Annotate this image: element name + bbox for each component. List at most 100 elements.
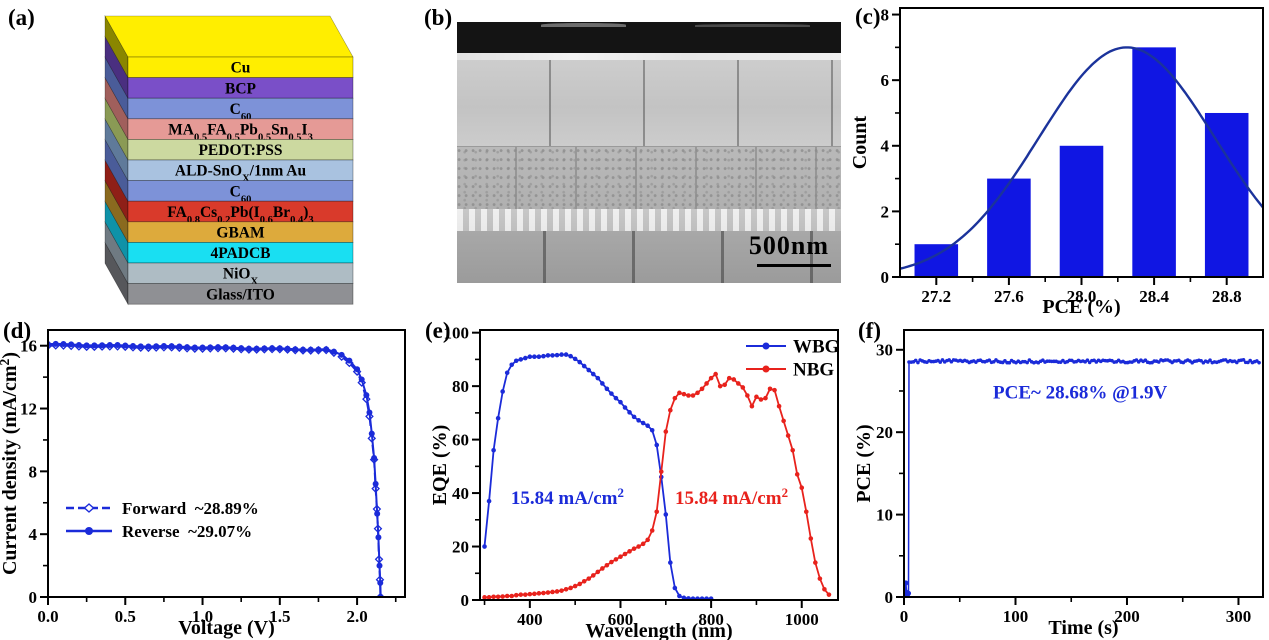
reverse-marker: [292, 346, 299, 353]
eqe-nbg-marker: [776, 403, 782, 409]
eqe-wbg-line: [483, 353, 712, 600]
eqe-wbg-marker: [572, 356, 578, 362]
eqe-nbg-marker: [640, 541, 646, 547]
panel-c-histogram: 27.2 27.6 28.0 28.4 28.8 0 2 4 6 8 PCE (%) Count: [849, 6, 1264, 318]
eqe-nbg-marker: [681, 391, 687, 397]
y-tick-label: 6: [881, 71, 890, 90]
eqe-nbg-marker: [500, 594, 505, 599]
legend-entry-label: WBG: [793, 337, 840, 358]
reverse-marker: [168, 343, 175, 350]
eqe-nbg-marker: [699, 386, 705, 392]
y-tick-label: 4: [881, 137, 890, 156]
eqe-wbg-marker: [586, 367, 592, 373]
eqe-wbg-marker: [595, 375, 601, 381]
eqe-nbg-marker: [758, 397, 764, 402]
eqe-wbg-marker: [677, 593, 682, 599]
x-tick-label: 0: [900, 607, 909, 626]
x-tick-label: 28.4: [1139, 287, 1169, 306]
pce-trace-marker: [1241, 358, 1246, 362]
histogram-bar: [1132, 47, 1176, 278]
eqe-nbg-marker: [767, 386, 773, 392]
reverse-marker: [184, 344, 191, 351]
eqe-wbg-marker: [486, 498, 492, 504]
eqe-nbg-marker: [704, 381, 709, 386]
eqe-wbg-marker: [495, 415, 501, 421]
reverse-marker: [366, 409, 373, 416]
plot-frame: [47, 329, 406, 598]
sem-top-perovskite-layer: [457, 60, 841, 150]
eqe-wbg-marker: [541, 353, 546, 359]
x-tick-label: 300: [1226, 607, 1252, 626]
y-axis-title: Current density (mA/cm2): [0, 352, 21, 575]
reverse-marker: [130, 343, 136, 350]
sem-surface-bump2: [695, 24, 811, 27]
eqe-nbg-marker: [772, 387, 777, 393]
integrated-current-annotation: 15.84 mA/cm2: [675, 484, 788, 509]
histogram-bar: [1059, 145, 1104, 277]
integrated-current-annotation: 15.84 mA/cm2: [511, 484, 624, 509]
eqe-nbg-marker: [504, 593, 510, 599]
pce-trace-marker: [938, 360, 943, 364]
eqe-nbg-marker: [636, 544, 641, 549]
reverse-marker: [114, 342, 121, 349]
series-reverse-line: [47, 342, 382, 598]
eqe-wbg-marker: [504, 370, 510, 376]
eqe-nbg-marker: [523, 592, 528, 597]
plot-series: [47, 340, 385, 598]
reverse-marker: [315, 346, 322, 353]
y-tick-label: 100: [444, 324, 470, 343]
x-tick-label: 0.0: [37, 607, 58, 626]
eqe-nbg-marker: [491, 594, 496, 600]
pce-trace-marker: [916, 360, 920, 365]
pce-trace-marker: [905, 590, 912, 596]
eqe-nbg-marker: [604, 562, 610, 568]
stack-layer-label: PEDOT:PSS: [198, 142, 282, 159]
eqe-nbg-marker: [808, 536, 814, 541]
x-tick-label: 1.0: [192, 607, 213, 626]
x-axis-title: Voltage (V): [178, 617, 274, 639]
x-tick-label: 400: [517, 610, 543, 629]
eqe-wbg-marker: [523, 355, 528, 361]
eqe-wbg-marker: [600, 381, 605, 386]
eqe-nbg-marker: [577, 581, 582, 587]
eqe-nbg-marker: [745, 393, 750, 398]
reverse-marker: [363, 392, 370, 399]
eqe-wbg-marker: [518, 357, 524, 362]
x-axis-title: PCE (%): [1042, 296, 1120, 318]
legend-circle-marker: [85, 527, 93, 535]
x-tick-label: 2.0: [346, 607, 367, 626]
y-tick-label: 30: [876, 341, 893, 360]
reverse-marker: [153, 343, 160, 350]
eqe-nbg-marker: [631, 546, 637, 551]
legend-marker: [762, 365, 770, 373]
reverse-marker: [207, 344, 214, 351]
panel-d-jv-curves: Forward ~28.89% Reverse ~29.07% 0.0 0.5 1.0 1…: [0, 329, 406, 639]
panel-label-a: (a): [8, 5, 35, 30]
panel-label-e: (e): [425, 318, 451, 343]
stack-layer-label: MA0.5FA0.5Pb0.5Sn0.5I3: [168, 122, 313, 144]
stack-layer-label: ALD-SnOX/1nm Au: [175, 163, 307, 185]
x-tick-label: 1.5: [269, 607, 290, 626]
stack-layer-label: GBAM: [216, 225, 265, 242]
eqe-nbg-marker: [554, 589, 560, 594]
y-tick-label: 4: [29, 525, 38, 544]
y-tick-label: 0: [461, 591, 470, 610]
y-tick-label: 20: [452, 537, 469, 556]
reverse-marker: [191, 344, 198, 351]
eqe-wbg-marker: [609, 391, 614, 396]
eqe-wbg-marker: [631, 414, 637, 420]
stack-layer-front: [127, 283, 354, 305]
reverse-marker: [99, 342, 106, 349]
plot-series: [482, 352, 832, 601]
eqe-wbg-marker: [636, 418, 641, 423]
stack-layer-label: C60: [230, 183, 252, 205]
reverse-marker: [238, 345, 245, 352]
reverse-marker: [338, 351, 345, 358]
stack-layer-label: NiOX: [223, 266, 259, 288]
eqe-nbg-marker: [690, 393, 696, 398]
eqe-wbg-marker: [491, 447, 496, 453]
reverse-marker: [330, 348, 337, 355]
